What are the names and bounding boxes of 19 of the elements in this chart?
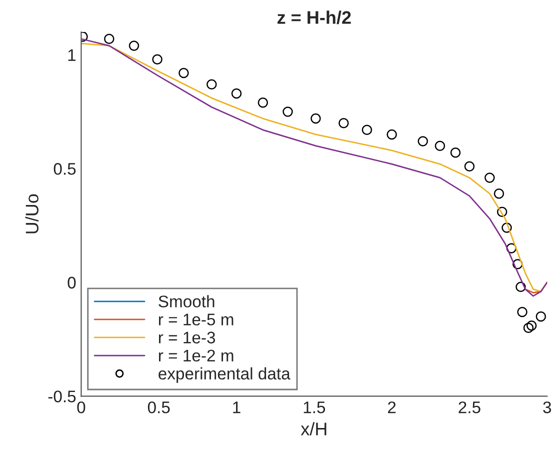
- y-tick-label: 0.5: [54, 163, 76, 175]
- x-axis-title: x/H: [300, 422, 326, 436]
- y-tick-label: 1: [68, 49, 76, 61]
- x-tick-label: 1: [233, 402, 240, 414]
- y-tick-label: 0: [68, 276, 76, 289]
- x-tick-label: 0: [77, 401, 86, 414]
- legend-label: Smooth: [158, 295, 214, 308]
- x-tick-label: 0.5: [148, 401, 170, 414]
- chart-title: z = H-h/2: [278, 10, 351, 24]
- x-tick-label: 1.5: [304, 402, 326, 414]
- legend-label: r = 1e-5 m: [158, 314, 234, 326]
- x-tick-label: 3: [543, 401, 552, 414]
- y-axis-title: U/Uo: [25, 194, 38, 234]
- y-tick-label: -0.5: [48, 390, 76, 402]
- x-tick-label: 2.5: [458, 401, 480, 414]
- legend-label: r = 1e-3: [158, 332, 216, 344]
- legend-label: experimental data: [158, 367, 290, 383]
- x-tick-label: 2: [388, 401, 396, 414]
- legend-label: r = 1e-2 m: [158, 350, 234, 362]
